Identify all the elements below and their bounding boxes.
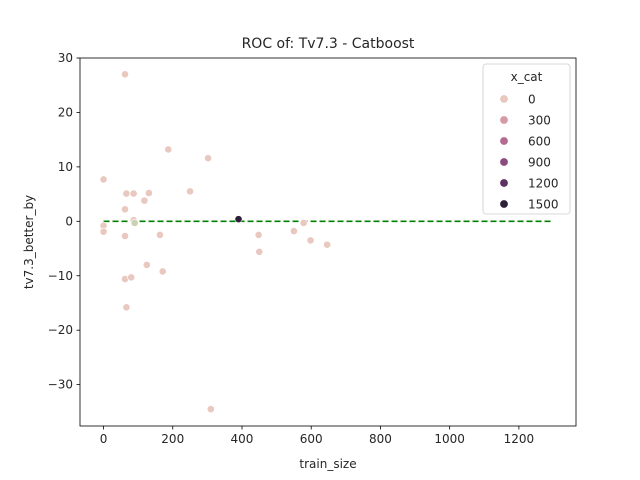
data-point [306,236,315,245]
data-point [122,189,131,198]
data-point [140,196,149,205]
legend-marker [499,115,509,125]
x-tick-label: 0 [100,432,108,446]
legend-label: 1500 [528,198,559,212]
data-point [121,205,129,214]
data-point [299,219,308,227]
data-point [323,240,332,249]
data-point [206,405,215,414]
x-tick-label: 400 [231,432,254,446]
y-tick-label: 0 [65,214,73,228]
data-point [121,70,129,79]
y-tick-label: 30 [58,51,73,65]
data-point [127,273,136,282]
legend-box [482,63,571,215]
legend-label: 300 [528,114,551,128]
y-tick-label: −10 [48,269,73,283]
data-point [254,231,263,239]
data-point [290,227,298,236]
data-point [129,189,138,198]
x-tick-label: 800 [369,432,392,446]
data-point [144,189,153,197]
data-point [142,260,151,269]
legend-marker [499,199,509,209]
legend: x_cat 0 300 600 900 1200 1500 [482,63,571,215]
y-tick-label: −20 [48,323,73,337]
legend-marker [499,157,509,167]
data-point [255,247,264,256]
data-point [158,267,167,276]
y-tick-label: −30 [48,378,73,392]
x-tick-label: 1000 [434,432,465,446]
x-tick-label: 1200 [504,432,535,446]
legend-marker [499,178,509,188]
legend-marker [499,136,509,146]
data-point [121,232,129,240]
y-tick-label: 10 [58,160,73,174]
data-point [204,154,212,163]
chart-title: ROC of: Tv7.3 - Catboost [242,36,415,52]
legend-marker [499,94,509,104]
legend-label: 600 [528,135,551,149]
x-tick-label: 200 [161,432,184,446]
legend-label: 0 [528,93,536,107]
data-point [156,231,164,239]
y-tick-label: 20 [58,105,73,119]
legend-title: x_cat [511,70,543,84]
plot-area: 0 200 400 600 800 1000 1200 −30 −20 −10 0 10 20 30 [48,51,577,446]
plot-frame [79,57,577,427]
data-point [130,219,139,227]
x-axis-label: train_size [299,457,356,471]
data-point [234,215,243,224]
data-point [99,175,108,184]
data-point [186,187,194,196]
legend-label: 1200 [528,177,559,191]
legend-label: 900 [528,156,551,170]
data-point [122,303,131,312]
data-point [164,145,173,154]
y-axis-label: tv7.3_better_by [22,195,36,289]
data-point [99,227,108,236]
x-tick-label: 600 [300,432,323,446]
